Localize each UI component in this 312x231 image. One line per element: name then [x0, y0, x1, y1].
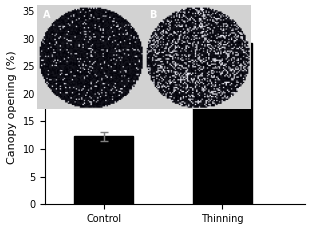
Text: ***: ***: [212, 8, 232, 21]
Text: B: B: [149, 10, 156, 20]
Bar: [74, 136, 134, 204]
Bar: [193, 43, 252, 204]
Y-axis label: Canopy opening (%): Canopy opening (%): [7, 51, 17, 164]
Text: A: A: [43, 10, 50, 20]
